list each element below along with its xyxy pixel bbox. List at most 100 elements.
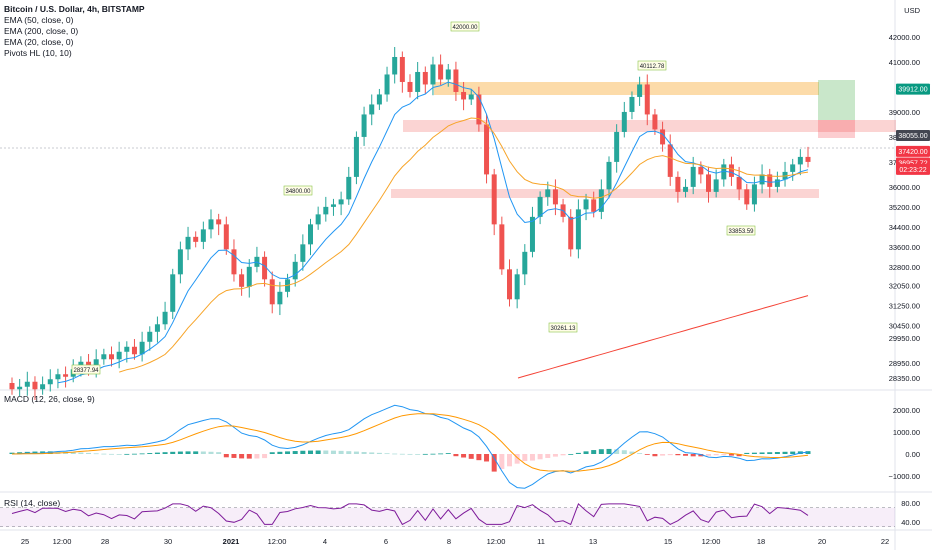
candle-body[interactable] <box>162 311 168 325</box>
candle-body[interactable] <box>116 351 122 360</box>
candle-body[interactable] <box>308 224 313 245</box>
candle-body[interactable] <box>384 74 390 95</box>
price-tag[interactable] <box>896 83 930 95</box>
candle-body[interactable] <box>101 354 107 360</box>
candle-body[interactable] <box>315 214 321 225</box>
candle-body[interactable] <box>774 179 780 187</box>
indicator-pivots[interactable]: Pivots HL (10, 10) <box>4 48 72 58</box>
candle-body[interactable] <box>507 269 512 300</box>
candle-body[interactable] <box>476 94 482 125</box>
candle-body[interactable] <box>109 354 114 360</box>
candle-body[interactable] <box>292 261 298 280</box>
candle-body[interactable] <box>583 199 589 210</box>
candle-body[interactable] <box>346 176 352 200</box>
candle-body[interactable] <box>637 84 643 97</box>
candle-body[interactable] <box>239 274 245 287</box>
candle-body[interactable] <box>430 64 436 85</box>
candle-body[interactable] <box>537 196 543 217</box>
candle-body[interactable] <box>683 186 689 192</box>
candle-body[interactable] <box>208 219 214 230</box>
candle-body[interactable] <box>514 274 520 300</box>
candle-body[interactable] <box>491 174 497 225</box>
candle-body[interactable] <box>422 71 428 85</box>
candle-body[interactable] <box>744 189 750 205</box>
long-position-stop-zone[interactable] <box>818 120 855 138</box>
candle-body[interactable] <box>330 204 336 207</box>
candle-body[interactable] <box>9 382 15 390</box>
candle-body[interactable] <box>728 164 734 177</box>
symbol-title[interactable]: Bitcoin / U.S. Dollar, 4h, BITSTAMP <box>4 4 145 14</box>
candle-body[interactable] <box>399 56 405 82</box>
candle-body[interactable] <box>713 179 719 192</box>
candle-body[interactable] <box>790 164 796 172</box>
candle-body[interactable] <box>323 206 329 215</box>
candle-body[interactable] <box>407 81 413 92</box>
candle-body[interactable] <box>40 384 46 390</box>
candle-body[interactable] <box>353 136 359 177</box>
candle-body[interactable] <box>621 111 627 132</box>
candle-body[interactable] <box>438 64 444 80</box>
candle-body[interactable] <box>47 379 53 385</box>
price-tag[interactable] <box>896 145 930 157</box>
candle-body[interactable] <box>629 96 635 112</box>
candle-body[interactable] <box>154 324 160 332</box>
candle-body[interactable] <box>522 251 528 275</box>
candle-body[interactable] <box>32 381 38 390</box>
candle-body[interactable] <box>17 386 23 390</box>
candle-body[interactable] <box>177 249 183 275</box>
candle-body[interactable] <box>660 129 666 145</box>
candle-body[interactable] <box>751 184 757 205</box>
candle-body[interactable] <box>698 166 704 175</box>
candle-body[interactable] <box>736 176 742 190</box>
candle-body[interactable] <box>139 341 145 355</box>
candle-body[interactable] <box>376 94 382 105</box>
candle-body[interactable] <box>269 279 275 305</box>
candle-body[interactable] <box>216 219 222 225</box>
candle-body[interactable] <box>338 199 344 205</box>
candle-body[interactable] <box>231 249 237 275</box>
candle-body[interactable] <box>131 346 137 355</box>
candle-body[interactable] <box>606 161 612 190</box>
candle-body[interactable] <box>185 236 191 250</box>
price-tag[interactable] <box>896 163 930 175</box>
candle-body[interactable] <box>759 174 765 185</box>
indicator-ema20[interactable]: EMA (20, close, 0) <box>4 37 74 47</box>
candle-body[interactable] <box>721 164 727 180</box>
candle-body[interactable] <box>644 84 650 115</box>
candle-body[interactable] <box>468 94 474 100</box>
candle-body[interactable] <box>453 69 459 92</box>
price-tag[interactable] <box>896 130 930 142</box>
candle-body[interactable] <box>529 216 535 252</box>
candle-body[interactable] <box>598 189 604 212</box>
candle-body[interactable] <box>461 91 467 100</box>
candle-body[interactable] <box>575 209 581 250</box>
candle-body[interactable] <box>86 361 92 367</box>
candle-body[interactable] <box>667 144 673 177</box>
candle-body[interactable] <box>93 359 99 367</box>
candle-body[interactable] <box>24 381 30 387</box>
candle-body[interactable] <box>484 124 490 175</box>
long-position-target-zone[interactable] <box>818 80 855 120</box>
candle-body[interactable] <box>767 174 773 187</box>
candle-body[interactable] <box>223 224 229 250</box>
candle-body[interactable] <box>193 236 199 242</box>
candle-body[interactable] <box>690 166 696 187</box>
candle-body[interactable] <box>262 256 268 280</box>
candle-body[interactable] <box>415 71 421 92</box>
candle-body[interactable] <box>246 266 252 287</box>
candle-body[interactable] <box>170 274 176 312</box>
candle-body[interactable] <box>445 69 451 80</box>
candle-body[interactable] <box>361 114 367 137</box>
macd-title[interactable]: MACD (12, 26, close, 9) <box>4 394 95 404</box>
candle-body[interactable] <box>545 189 551 197</box>
rsi-title[interactable]: RSI (14, close) <box>4 498 61 508</box>
candle-body[interactable] <box>55 374 61 380</box>
candle-body[interactable] <box>124 346 130 352</box>
candle-body[interactable] <box>300 244 306 262</box>
candle-body[interactable] <box>706 174 711 192</box>
candle-body[interactable] <box>675 176 681 192</box>
candle-body[interactable] <box>552 189 558 205</box>
candle-body[interactable] <box>277 291 283 305</box>
candle-body[interactable] <box>805 156 811 162</box>
